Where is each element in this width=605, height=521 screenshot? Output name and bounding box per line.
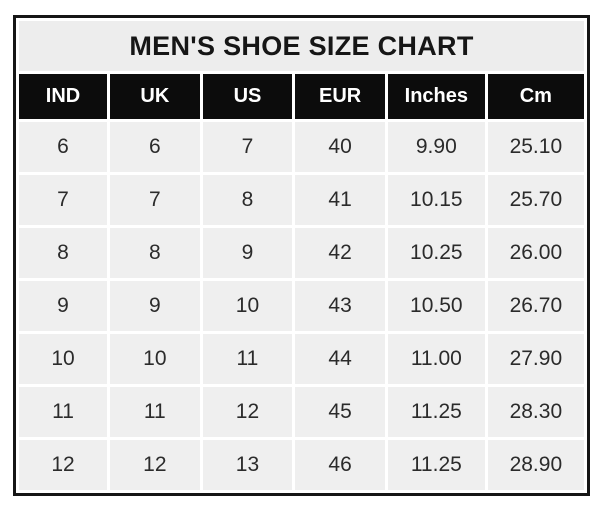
cell-ind: 7 — [19, 175, 107, 225]
cell-inches: 11.25 — [387, 387, 485, 437]
table-row: 12 12 13 46 11.25 28.90 — [19, 440, 584, 490]
cell-us: 10 — [202, 281, 293, 331]
cell-uk: 8 — [110, 228, 200, 278]
cell-eur: 41 — [295, 175, 385, 225]
cell-uk: 9 — [110, 281, 200, 331]
cell-cm: 28.90 — [487, 440, 584, 490]
cell-us: 9 — [202, 228, 293, 278]
cell-inches: 11.00 — [387, 334, 485, 384]
cell-us: 12 — [202, 387, 293, 437]
cell-uk: 11 — [110, 387, 200, 437]
chart-title: MEN'S SHOE SIZE CHART — [19, 21, 584, 71]
table-row: 9 9 10 43 10.50 26.70 — [19, 281, 584, 331]
cell-ind: 9 — [19, 281, 107, 331]
cell-ind: 6 — [19, 122, 107, 172]
cell-ind: 8 — [19, 228, 107, 278]
cell-cm: 28.30 — [487, 387, 584, 437]
cell-eur: 44 — [295, 334, 385, 384]
title-row: MEN'S SHOE SIZE CHART — [19, 21, 584, 71]
cell-cm: 27.90 — [487, 334, 584, 384]
cell-cm: 25.10 — [487, 122, 584, 172]
cell-eur: 45 — [295, 387, 385, 437]
cell-us: 13 — [202, 440, 293, 490]
cell-uk: 7 — [110, 175, 200, 225]
header-row: IND UK US EUR Inches Cm — [19, 74, 584, 119]
cell-uk: 10 — [110, 334, 200, 384]
cell-uk: 6 — [110, 122, 200, 172]
cell-uk: 12 — [110, 440, 200, 490]
cell-cm: 26.00 — [487, 228, 584, 278]
table-row: 6 6 7 40 9.90 25.10 — [19, 122, 584, 172]
cell-ind: 12 — [19, 440, 107, 490]
table-body: 6 6 7 40 9.90 25.10 7 7 8 41 10.15 25.70 8 8 9 42 10.25 2… — [19, 122, 584, 490]
cell-inches: 11.25 — [387, 440, 485, 490]
cell-ind: 11 — [19, 387, 107, 437]
column-header-us: US — [202, 74, 293, 119]
column-header-uk: UK — [110, 74, 200, 119]
cell-eur: 42 — [295, 228, 385, 278]
cell-inches: 9.90 — [387, 122, 485, 172]
column-header-cm: Cm — [487, 74, 584, 119]
shoe-size-chart-table: MEN'S SHOE SIZE CHART IND UK US EUR Inch… — [13, 15, 590, 496]
cell-eur: 46 — [295, 440, 385, 490]
table-row: 7 7 8 41 10.15 25.70 — [19, 175, 584, 225]
cell-us: 7 — [202, 122, 293, 172]
cell-inches: 10.15 — [387, 175, 485, 225]
table-row: 10 10 11 44 11.00 27.90 — [19, 334, 584, 384]
cell-us: 11 — [202, 334, 293, 384]
column-header-ind: IND — [19, 74, 107, 119]
cell-us: 8 — [202, 175, 293, 225]
cell-ind: 10 — [19, 334, 107, 384]
table-row: 8 8 9 42 10.25 26.00 — [19, 228, 584, 278]
column-header-eur: EUR — [295, 74, 385, 119]
cell-eur: 43 — [295, 281, 385, 331]
table-row: 11 11 12 45 11.25 28.30 — [19, 387, 584, 437]
column-header-inches: Inches — [387, 74, 485, 119]
cell-cm: 25.70 — [487, 175, 584, 225]
cell-inches: 10.50 — [387, 281, 485, 331]
cell-inches: 10.25 — [387, 228, 485, 278]
cell-cm: 26.70 — [487, 281, 584, 331]
cell-eur: 40 — [295, 122, 385, 172]
